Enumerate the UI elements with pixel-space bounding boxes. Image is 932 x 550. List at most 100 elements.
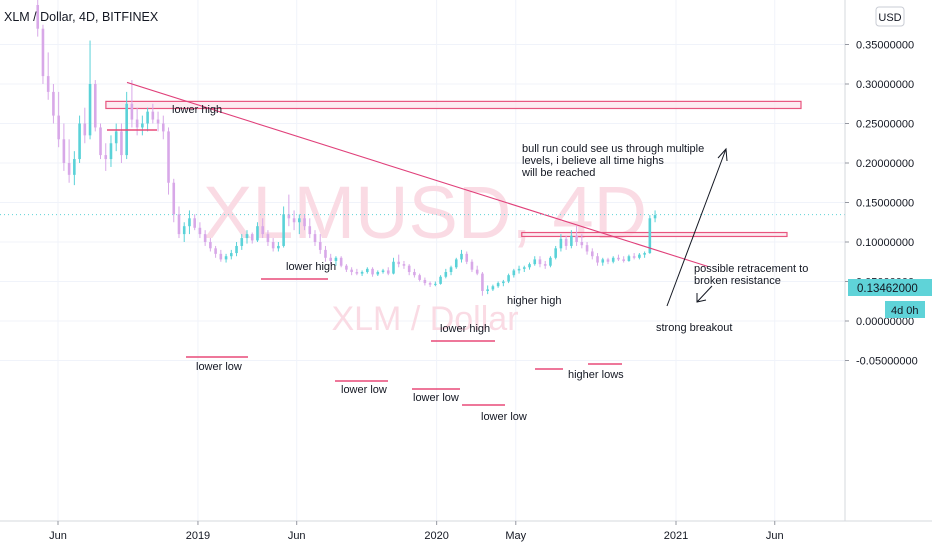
candle-body[interactable] [475, 269, 479, 274]
candle-body[interactable] [549, 257, 552, 266]
candle-body[interactable] [407, 265, 411, 273]
candle-body[interactable] [386, 270, 390, 274]
candle-body[interactable] [46, 76, 50, 92]
candle-body[interactable] [397, 261, 401, 265]
candle-body[interactable] [266, 234, 270, 242]
candle-body[interactable] [611, 257, 615, 262]
candle-body[interactable] [360, 272, 364, 274]
candle-body[interactable] [653, 215, 657, 219]
candle-body[interactable] [104, 155, 108, 160]
candles[interactable] [36, 0, 657, 296]
candle-body[interactable] [203, 234, 207, 242]
candle-body[interactable] [261, 226, 264, 235]
candle-body[interactable] [617, 257, 620, 260]
currency-button-label[interactable]: USD [878, 12, 901, 24]
candle-body[interactable] [491, 286, 495, 290]
price-scale-background[interactable] [845, 0, 932, 521]
candle-body[interactable] [198, 227, 202, 235]
candle-body[interactable] [36, 5, 40, 29]
candle-body[interactable] [449, 267, 453, 273]
candle-body[interactable] [345, 265, 348, 270]
resistance-zone[interactable] [521, 231, 788, 238]
candle-body[interactable] [376, 272, 380, 275]
candle-body[interactable] [83, 123, 87, 136]
candle-body[interactable] [219, 253, 223, 260]
candle-body[interactable] [214, 248, 217, 254]
candle-body[interactable] [235, 245, 238, 254]
symbol-title[interactable]: XLM / Dollar, 4D, BITFINEX [4, 10, 159, 24]
candle-body[interactable] [355, 272, 359, 274]
candle-body[interactable] [188, 218, 191, 227]
candle-body[interactable] [303, 218, 306, 227]
candle-body[interactable] [292, 218, 296, 223]
candle-body[interactable] [250, 234, 254, 241]
candle-body[interactable] [428, 283, 432, 285]
candle-body[interactable] [120, 131, 123, 156]
candle-body[interactable] [135, 119, 139, 128]
candle-body[interactable] [287, 214, 291, 219]
candle-body[interactable] [73, 159, 76, 175]
candle-body[interactable] [486, 289, 489, 291]
candle-body[interactable] [543, 264, 547, 266]
candle-body[interactable] [245, 234, 249, 239]
candle-body[interactable] [434, 283, 437, 285]
candle-body[interactable] [496, 283, 500, 287]
candle-body[interactable] [522, 267, 526, 269]
candle-body[interactable] [632, 256, 636, 258]
candle-body[interactable] [402, 264, 406, 266]
candle-body[interactable] [418, 275, 421, 280]
resistance-zone[interactable] [105, 100, 802, 110]
candle-body[interactable] [172, 182, 176, 215]
candle-body[interactable] [114, 131, 118, 144]
candle-body[interactable] [392, 261, 395, 274]
candle-body[interactable] [57, 115, 60, 140]
candle-body[interactable] [512, 270, 516, 276]
candle-body[interactable] [318, 242, 322, 250]
candle-body[interactable] [109, 143, 113, 160]
candle-body[interactable] [622, 259, 625, 261]
candle-body[interactable] [156, 119, 160, 124]
candle-body[interactable] [627, 256, 631, 261]
candle-body[interactable] [151, 111, 155, 120]
candle-body[interactable] [533, 259, 537, 265]
candle-body[interactable] [538, 259, 542, 265]
candle-body[interactable] [575, 235, 578, 242]
candle-body[interactable] [350, 269, 353, 273]
candle-body[interactable] [507, 275, 510, 282]
candle-body[interactable] [339, 257, 343, 266]
candle-body[interactable] [177, 214, 181, 235]
candle-body[interactable] [99, 127, 102, 156]
candle-body[interactable] [570, 235, 573, 246]
candle-body[interactable] [93, 84, 97, 128]
candle-body[interactable] [161, 123, 165, 132]
candle-body[interactable] [67, 163, 71, 175]
candle-body[interactable] [193, 218, 196, 228]
candle-body[interactable] [460, 253, 463, 260]
candle-body[interactable] [585, 245, 589, 252]
candle-body[interactable] [439, 276, 442, 284]
candle-body[interactable] [564, 238, 568, 246]
currency-button[interactable]: USD [875, 6, 905, 27]
candle-body[interactable] [298, 218, 301, 223]
candle-body[interactable] [601, 259, 605, 263]
descending-trendline[interactable] [126, 81, 709, 268]
candle-body[interactable] [329, 257, 333, 261]
candle-body[interactable] [596, 256, 599, 263]
candle-body[interactable] [371, 268, 374, 275]
candle-body[interactable] [240, 238, 244, 246]
candle-body[interactable] [277, 245, 280, 249]
candle-body[interactable] [52, 91, 55, 116]
candle-body[interactable] [334, 257, 338, 261]
candle-body[interactable] [41, 28, 45, 77]
candle-body[interactable] [167, 131, 170, 183]
candle-body[interactable] [313, 234, 317, 242]
candle-body[interactable] [141, 123, 144, 128]
candle-body[interactable] [413, 272, 416, 276]
candle-body[interactable] [182, 226, 186, 235]
candle-body[interactable] [454, 259, 458, 268]
candle-body[interactable] [366, 268, 369, 273]
candle-body[interactable] [308, 226, 312, 235]
candle-body[interactable] [256, 226, 259, 241]
candle-body[interactable] [481, 273, 484, 291]
